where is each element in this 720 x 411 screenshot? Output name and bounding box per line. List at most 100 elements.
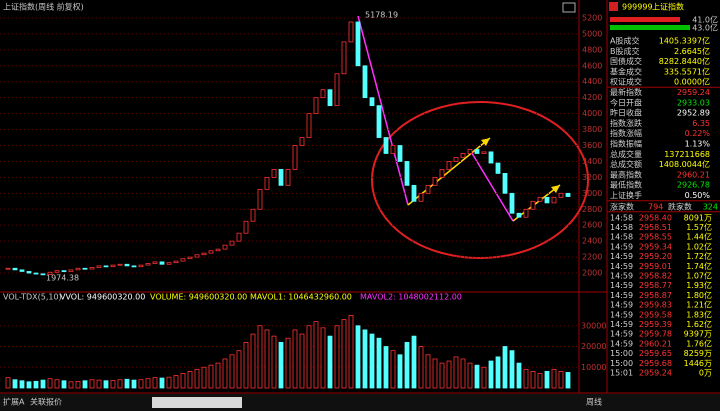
candle [208, 250, 214, 254]
volume-bar [187, 370, 193, 389]
tick-price: 2958.77 [639, 281, 672, 290]
candle [544, 196, 550, 204]
candle [166, 262, 172, 265]
volume-bar [47, 378, 53, 389]
volume-bar [390, 350, 396, 389]
candle [264, 176, 270, 190]
candle [320, 89, 326, 99]
volume-bar [19, 380, 25, 389]
y-tick-label: 4800 [582, 45, 602, 54]
tick-price: 2958.82 [639, 272, 672, 281]
volume-bar [117, 379, 123, 389]
bar-label: 43.0亿 [692, 23, 718, 33]
volume-bar [145, 378, 151, 389]
candle [110, 264, 116, 268]
candle [411, 184, 417, 202]
volume-bar [68, 381, 74, 389]
tab[interactable]: 扩展A [3, 397, 25, 407]
candle [271, 169, 277, 178]
volume-bar [208, 364, 214, 389]
candle [180, 258, 186, 262]
quote-value: 0.0000亿 [674, 77, 710, 87]
tick-time: 14:58 [610, 233, 633, 242]
y-tick-label: 2600 [582, 221, 602, 230]
volume-bar [341, 319, 347, 389]
candle [558, 192, 564, 198]
candle [159, 261, 165, 265]
quote-value: 6.35 [692, 119, 710, 128]
breadth: 涨家数 [610, 201, 634, 211]
y-tick-label: 20000 [581, 342, 606, 351]
quote-label: 最高指数 [610, 169, 642, 179]
volume-bar [432, 358, 438, 389]
volume-bar [411, 335, 417, 389]
candle [75, 267, 81, 271]
tick-time: 14:59 [610, 281, 633, 290]
tick-time: 15:00 [610, 349, 633, 358]
tick-time: 14:59 [610, 330, 633, 339]
bar-label: 41.0亿 [692, 15, 718, 25]
y-tick-label: 10000 [581, 363, 606, 372]
volume-bar [278, 341, 284, 389]
tick-price: 2959.01 [639, 262, 672, 271]
tick-time: 14:59 [610, 242, 633, 251]
volume-bar [460, 358, 466, 389]
quote-label: A股成交 [610, 36, 639, 46]
volume-bar [54, 379, 60, 389]
y-tick-label: 4000 [582, 109, 602, 118]
y-tick-label: 3600 [582, 141, 602, 150]
candle [250, 208, 256, 222]
tick-volume: 1.93亿 [686, 280, 712, 290]
candle [61, 270, 67, 273]
tick-volume: 1446万 [684, 359, 712, 368]
candle [397, 145, 403, 162]
tick-volume: 8091万 [684, 213, 712, 222]
volume-bar [523, 368, 529, 389]
volume-bar [425, 354, 431, 389]
volume-bar [215, 362, 221, 389]
y-tick-label: 3800 [582, 125, 602, 134]
y-tick-label: 5200 [582, 13, 602, 22]
candle [474, 149, 480, 154]
toolbar[interactable] [152, 397, 242, 408]
volume-bar [26, 381, 32, 389]
trend-line [469, 149, 514, 222]
volume-bar [257, 325, 263, 389]
volume-bar [453, 356, 459, 389]
volume-readout: VVOL: 949600320.00 [60, 293, 145, 302]
candle [131, 265, 137, 268]
candle [194, 254, 200, 258]
volume-bar [299, 333, 305, 389]
volume-bar [348, 314, 354, 389]
quote-value: 2926.78 [677, 181, 710, 190]
window-button[interactable] [562, 2, 576, 13]
volume-bar [537, 373, 543, 389]
candle [215, 248, 221, 252]
candle [12, 267, 18, 271]
candle [5, 267, 11, 270]
volume-bar [236, 350, 242, 389]
candle [348, 21, 354, 43]
candle [229, 240, 235, 246]
candle [19, 269, 25, 272]
candle [376, 105, 382, 138]
volume-bar [306, 325, 312, 389]
volume-bar [327, 335, 333, 389]
volume-bar [292, 329, 298, 389]
volume-bar [558, 370, 564, 389]
tick-price: 2959.78 [639, 330, 672, 339]
quote-value: 0.22% [685, 129, 711, 138]
volume-bar [313, 321, 319, 389]
volume-bar [33, 380, 39, 389]
y-tick-label: 3200 [582, 173, 602, 182]
tab[interactable]: 关联报价 [30, 397, 62, 407]
quote-label: 基金成交 [610, 66, 642, 76]
candle [222, 244, 228, 250]
candle [103, 265, 109, 268]
volume-bar [271, 335, 277, 389]
bar-red [610, 17, 680, 22]
quote-label: B股成交 [610, 46, 640, 56]
volume-bar [173, 375, 179, 389]
trend-line [357, 15, 409, 206]
tick-time: 14:58 [610, 223, 633, 232]
